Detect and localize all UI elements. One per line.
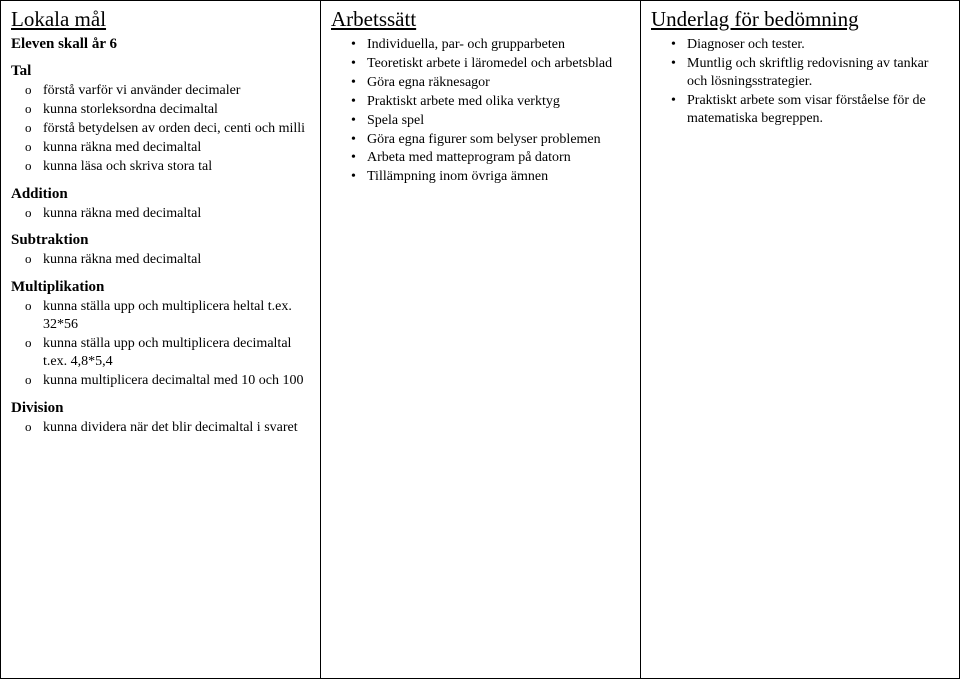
list-item: förstå betydelsen av orden deci, centi o… [29, 120, 310, 138]
list-item: Teoretiskt arbete i läromedel och arbets… [353, 55, 630, 73]
list-item: Diagnoser och tester. [673, 36, 949, 54]
list-item: kunna räkna med decimaltal [29, 251, 310, 269]
column-arbetssatt: Arbetssätt Individuella, par- och gruppa… [320, 0, 640, 679]
section-title-division: Division [11, 400, 310, 417]
list-item: Praktiskt arbete som visar förståelse fö… [673, 92, 949, 128]
list-item: kunna ställa upp och multiplicera heltal… [29, 298, 310, 334]
section-list-tal: förstå varför vi använder decimaler kunn… [11, 82, 310, 176]
list-item: Individuella, par- och grupparbeten [353, 36, 630, 54]
list-item: Göra egna räknesagor [353, 74, 630, 92]
list-item: Tillämpning inom övriga ämnen [353, 168, 630, 186]
section-title-multiplikation: Multiplikation [11, 279, 310, 296]
column-header: Lokala mål [11, 7, 310, 32]
underlag-list: Diagnoser och tester. Muntlig och skrift… [651, 36, 949, 128]
list-item: kunna läsa och skriva stora tal [29, 158, 310, 176]
section-title-addition: Addition [11, 186, 310, 203]
list-item: kunna dividera när det blir decimaltal i… [29, 419, 310, 437]
section-list-division: kunna dividera när det blir decimaltal i… [11, 419, 310, 437]
section-list-subtraktion: kunna räkna med decimaltal [11, 251, 310, 269]
list-item: Arbeta med matteprogram på datorn [353, 149, 630, 167]
list-item: förstå varför vi använder decimaler [29, 82, 310, 100]
list-item: kunna räkna med decimaltal [29, 139, 310, 157]
list-item: Göra egna figurer som belyser problemen [353, 131, 630, 149]
intro-line: Eleven skall år 6 [11, 36, 310, 53]
list-item: Muntlig och skriftlig redovisning av tan… [673, 55, 949, 91]
list-item: kunna multiplicera decimaltal med 10 och… [29, 372, 310, 390]
list-item: Spela spel [353, 112, 630, 130]
section-list-addition: kunna räkna med decimaltal [11, 205, 310, 223]
arbetssatt-list: Individuella, par- och grupparbeten Teor… [331, 36, 630, 186]
column-header: Arbetssätt [331, 7, 630, 32]
list-item: Praktiskt arbete med olika verktyg [353, 93, 630, 111]
list-item: kunna ställa upp och multiplicera decima… [29, 335, 310, 371]
column-underlag: Underlag för bedömning Diagnoser och tes… [640, 0, 960, 679]
list-item: kunna räkna med decimaltal [29, 205, 310, 223]
column-lokala-mal: Lokala mål Eleven skall år 6 Tal förstå … [0, 0, 320, 679]
list-item: kunna storleksordna decimaltal [29, 101, 310, 119]
column-header: Underlag för bedömning [651, 7, 949, 32]
section-list-multiplikation: kunna ställa upp och multiplicera heltal… [11, 298, 310, 390]
section-title-subtraktion: Subtraktion [11, 232, 310, 249]
document-page: Lokala mål Eleven skall år 6 Tal förstå … [0, 0, 960, 679]
section-title-tal: Tal [11, 63, 310, 80]
